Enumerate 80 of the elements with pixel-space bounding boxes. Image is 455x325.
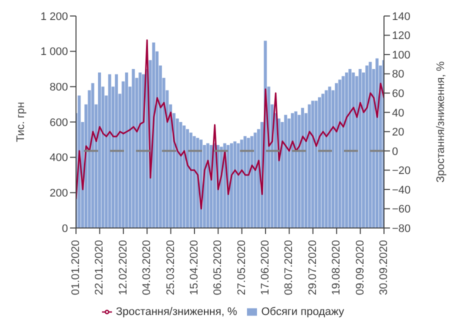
- x-tick-label: 29.07.2020: [306, 240, 319, 296]
- bar: [206, 143, 210, 228]
- bar: [318, 97, 321, 228]
- bar: [348, 69, 352, 228]
- bar: [321, 94, 324, 228]
- y2-tick-label: 0: [392, 146, 398, 158]
- x-tick-label: 04.03.2020: [141, 240, 154, 296]
- y2-tick-label: −60: [392, 204, 411, 216]
- y2-tick-label: 120: [392, 30, 410, 42]
- legend-label: Обсяги продажу: [261, 306, 344, 318]
- x-tick-label: 30.09.2020: [378, 240, 390, 296]
- legend-label: Зростання/зниження, %: [116, 306, 238, 318]
- bar: [233, 141, 236, 228]
- bar: [365, 65, 368, 228]
- bar: [236, 143, 240, 228]
- bar: [308, 104, 311, 228]
- bar: [114, 74, 118, 228]
- y2-tick-label: 20: [392, 126, 404, 139]
- y-tick-label: 1 200: [40, 10, 68, 23]
- y-tick-label: 1 000: [40, 46, 68, 58]
- bar: [334, 83, 338, 228]
- bar: [240, 140, 244, 228]
- y-tick-label: 400: [50, 152, 68, 164]
- bar: [246, 138, 250, 228]
- y2-axis-title: Зростання/зниження, %: [434, 61, 447, 183]
- bar: [254, 132, 257, 228]
- bar: [192, 136, 196, 228]
- y-tick-label: 200: [50, 188, 68, 200]
- bar: [138, 72, 142, 228]
- y2-tick-label: −20: [392, 165, 411, 178]
- bar: [179, 122, 182, 228]
- x-tick-label: 06.05.2020: [212, 240, 224, 296]
- bar: [294, 111, 298, 228]
- bar: [301, 108, 304, 228]
- y2-tick-label: 80: [392, 68, 404, 81]
- x-tick-label: 01.01.2020: [70, 240, 82, 296]
- y-tick-label: 800: [50, 82, 68, 94]
- bar: [376, 58, 379, 228]
- x-tick-label: 09.09.2020: [354, 240, 366, 296]
- x-tick-label: 17.06.2020: [260, 240, 272, 296]
- bar: [368, 62, 372, 228]
- bar: [250, 136, 254, 228]
- x-tick-label: 25.03.2020: [164, 240, 177, 296]
- bar: [132, 69, 135, 228]
- y-tick-label: 600: [50, 116, 68, 129]
- line-series: [76, 39, 384, 210]
- x-tick-label: 15.04.2020: [188, 240, 200, 296]
- bar: [345, 72, 348, 228]
- y-axis-title: Тис. грн: [14, 102, 27, 142]
- y2-tick-label: −80: [392, 222, 411, 235]
- y2-tick-label: 140: [392, 10, 410, 23]
- x-tick-label: 27.05.2020: [236, 240, 248, 296]
- bar: [125, 72, 128, 228]
- y2-tick-label: 60: [392, 88, 404, 100]
- y-tick-label: 0: [62, 222, 68, 235]
- bar: [244, 136, 247, 228]
- bar: [91, 83, 94, 228]
- x-tick-label: 12.02.2020: [117, 240, 130, 296]
- bar: [98, 72, 101, 228]
- y2-tick-label: 40: [392, 107, 404, 120]
- bar: [182, 126, 186, 228]
- x-tick-label: 08.07.2020: [283, 240, 296, 296]
- bar: [338, 80, 342, 228]
- bar: [230, 143, 233, 228]
- bar: [352, 72, 355, 228]
- bar: [311, 100, 314, 228]
- bar: [324, 90, 328, 228]
- bar: [314, 100, 318, 228]
- bar: [108, 74, 112, 228]
- bar: [342, 76, 345, 228]
- bar: [186, 129, 189, 228]
- x-tick-label: 19.08.2020: [330, 240, 343, 296]
- bar: [284, 114, 288, 228]
- bar: [328, 86, 332, 228]
- bar: [290, 113, 294, 228]
- y2-tick-label: −40: [392, 184, 411, 196]
- x-tick-label: 22.01.2020: [94, 240, 106, 296]
- bar: [358, 69, 362, 228]
- y2-tick-label: 100: [392, 49, 410, 62]
- bar: [189, 132, 192, 228]
